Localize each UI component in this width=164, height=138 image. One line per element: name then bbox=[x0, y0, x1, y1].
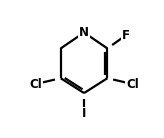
Text: F: F bbox=[122, 29, 130, 42]
Text: Cl: Cl bbox=[126, 78, 139, 91]
Text: Cl: Cl bbox=[29, 78, 42, 91]
Text: N: N bbox=[79, 26, 89, 39]
Text: I: I bbox=[82, 107, 86, 120]
